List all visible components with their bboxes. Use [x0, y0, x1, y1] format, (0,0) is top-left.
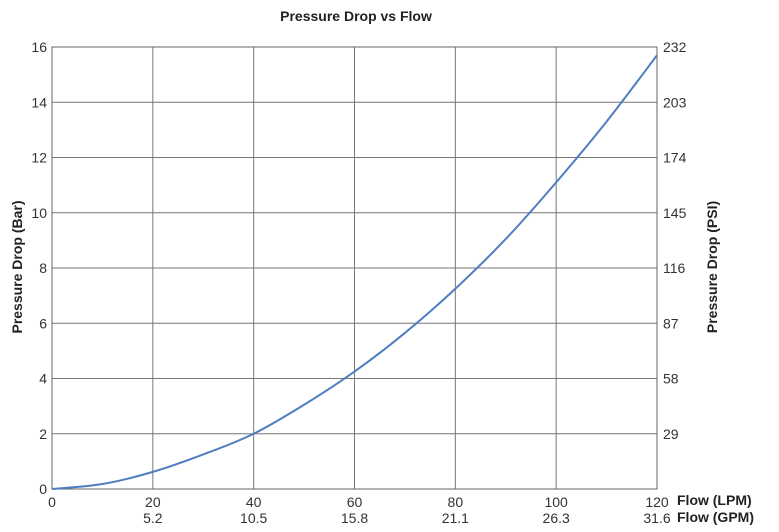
x-axis-label-gpm: Flow (GPM): [677, 509, 754, 525]
y-tick-label-left: 6: [39, 315, 47, 331]
y-tick-label-left: 8: [39, 260, 47, 276]
x-tick-label-gpm: 26.3: [543, 510, 570, 526]
y-tick-label-right: 145: [663, 205, 687, 221]
x-tick-label: 100: [544, 494, 568, 510]
x-tick-label: 120: [645, 494, 669, 510]
y-tick-label-right: 29: [663, 426, 679, 442]
y-tick-label-left: 0: [39, 481, 47, 497]
y-tick-label-right: 58: [663, 371, 679, 387]
y-tick-label-right: 116: [663, 260, 686, 276]
y-tick-label-right: 203: [663, 94, 687, 110]
x-tick-label: 60: [347, 494, 363, 510]
y-tick-label-left: 2: [39, 426, 47, 442]
y-tick-label-left: 12: [31, 150, 47, 166]
x-tick-label-gpm: 31.6: [643, 510, 670, 526]
y-tick-label-left: 10: [31, 205, 47, 221]
y-tick-label-right: 87: [663, 315, 679, 331]
series-line: [51, 54, 658, 490]
x-tick-label: 20: [145, 494, 161, 510]
x-tick-label: 40: [246, 494, 262, 510]
plot-frame: [51, 46, 658, 490]
y-tick-label-left: 4: [39, 371, 47, 387]
x-tick-label-gpm: 5.2: [143, 510, 163, 526]
x-tick-label-gpm: 21.1: [442, 510, 469, 526]
x-tick-label-gpm: 10.5: [240, 510, 267, 526]
tick-labels: 0 20 40 60 80 100 120 5.2 10.5 15.8 21.1 26.3 31.6 0 2…: [31, 39, 686, 526]
x-tick-label: 80: [448, 494, 464, 510]
x-axis-label-lpm: Flow (LPM): [677, 492, 752, 508]
y-axis-label-right: Pressure Drop (PSI): [704, 201, 720, 333]
x-tick-label: 0: [48, 494, 56, 510]
y-tick-label-left: 16: [31, 39, 47, 55]
y-tick-label-right: 232: [663, 39, 687, 55]
grid: [52, 47, 657, 489]
chart-title: Pressure Drop vs Flow: [280, 8, 432, 24]
y-tick-label-right: 174: [663, 150, 687, 166]
y-tick-label-left: 14: [31, 94, 47, 110]
x-tick-label-gpm: 15.8: [341, 510, 368, 526]
y-axis-label-left: Pressure Drop (Bar): [9, 200, 25, 333]
